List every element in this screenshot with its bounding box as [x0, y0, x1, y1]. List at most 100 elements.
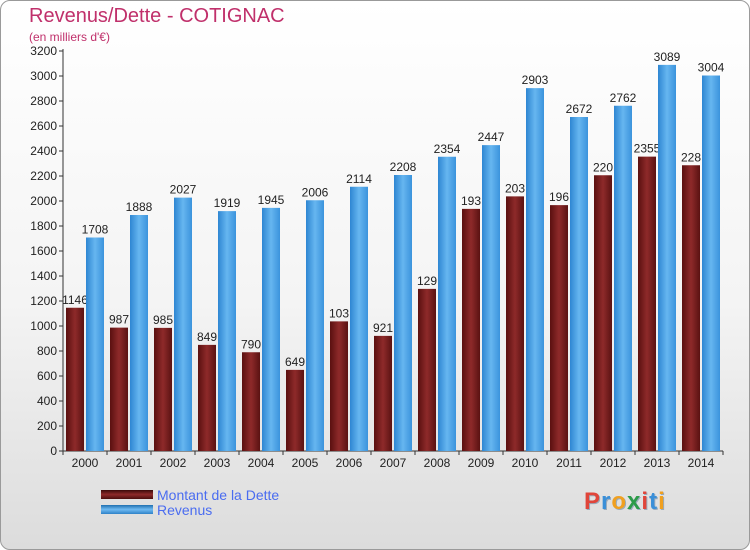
- bar-dette: [374, 335, 392, 451]
- data-label-revenus: 1708: [82, 223, 109, 237]
- bar-revenus: [570, 117, 588, 451]
- x-tick-label: 2011: [556, 456, 582, 470]
- bar-dette: [638, 156, 656, 451]
- data-label-dette: 649: [285, 355, 305, 369]
- data-label-revenus: 2903: [522, 73, 549, 87]
- bar-revenus: [174, 197, 192, 451]
- data-label-dette: 1146: [62, 293, 88, 307]
- bar-revenus: [438, 156, 456, 451]
- x-tick-label: 2008: [424, 456, 451, 470]
- y-tick-label: 400: [37, 394, 57, 408]
- bar-revenus: [702, 75, 720, 451]
- x-tick-label: 2002: [160, 456, 187, 470]
- data-label-revenus: 2114: [346, 172, 372, 186]
- data-label-dette: 921: [373, 321, 393, 335]
- data-label-dette: 196: [549, 190, 569, 204]
- data-label-revenus: 2354: [434, 142, 461, 156]
- data-label-revenus: 1945: [258, 193, 285, 207]
- data-label-dette: 228: [681, 150, 701, 164]
- bar-revenus: [482, 145, 500, 451]
- data-label-revenus: 1888: [126, 200, 153, 214]
- data-label-dette: 849: [197, 330, 217, 344]
- bar-dette: [154, 327, 172, 451]
- data-label-dette: 985: [153, 313, 173, 327]
- bar-dette: [550, 205, 568, 451]
- y-tick-label: 1600: [30, 244, 57, 258]
- bar-dette: [66, 307, 84, 451]
- bar-revenus: [614, 105, 632, 451]
- data-label-revenus: 2672: [566, 102, 593, 116]
- data-label-revenus: 2027: [170, 183, 197, 197]
- data-label-revenus: 2208: [390, 160, 417, 174]
- x-tick-label: 2012: [600, 456, 627, 470]
- legend-swatch-dette: [101, 490, 153, 499]
- x-tick-label: 2009: [468, 456, 495, 470]
- bar-revenus: [658, 64, 676, 451]
- data-label-dette: 220: [593, 160, 613, 174]
- x-tick-label: 2014: [688, 456, 715, 470]
- bar-dette: [506, 196, 524, 451]
- bar-revenus: [262, 207, 280, 451]
- x-tick-label: 2000: [72, 456, 99, 470]
- bar-revenus: [86, 237, 104, 451]
- data-label-revenus: 2762: [610, 91, 637, 105]
- y-tick-label: 3000: [30, 69, 57, 83]
- x-tick-label: 2006: [336, 456, 363, 470]
- x-tick-label: 2004: [248, 456, 275, 470]
- data-label-dette: 193: [461, 194, 481, 208]
- data-label-dette: 129: [417, 274, 437, 288]
- y-tick-label: 1800: [30, 219, 57, 233]
- y-tick-label: 3200: [30, 44, 57, 58]
- y-tick-label: 600: [37, 369, 57, 383]
- bar-dette: [418, 288, 436, 451]
- bar-dette: [110, 327, 128, 451]
- data-label-revenus: 2447: [478, 130, 505, 144]
- data-label-revenus: 1919: [214, 196, 241, 210]
- data-label-dette: 987: [109, 313, 129, 327]
- y-tick-label: 1200: [30, 294, 57, 308]
- bar-revenus: [218, 211, 236, 451]
- bar-revenus: [306, 200, 324, 451]
- bar-dette: [286, 369, 304, 451]
- bar-dette: [242, 352, 260, 451]
- bar-dette: [682, 165, 700, 451]
- y-tick-label: 2000: [30, 194, 57, 208]
- data-label-dette: 203: [505, 181, 525, 195]
- data-label-revenus: 3004: [698, 61, 725, 75]
- x-tick-label: 2003: [204, 456, 231, 470]
- legend-label-revenus: Revenus: [157, 502, 213, 518]
- y-tick-label: 0: [50, 444, 57, 458]
- bar-revenus: [350, 186, 368, 451]
- y-tick-label: 1000: [30, 319, 57, 333]
- y-tick-label: 2400: [30, 144, 57, 158]
- data-label-revenus: 2006: [302, 185, 329, 199]
- y-tick-label: 1400: [30, 269, 57, 283]
- y-tick-label: 800: [37, 344, 57, 358]
- chart-title: Revenus/Dette - COTIGNAC: [29, 5, 285, 27]
- data-label-dette: 790: [241, 337, 261, 351]
- x-tick-label: 2010: [512, 456, 539, 470]
- bar-revenus: [526, 88, 544, 451]
- y-tick-label: 2800: [30, 94, 57, 108]
- legend-label-dette: Montant de la Dette: [157, 487, 280, 503]
- x-tick-label: 2013: [644, 456, 671, 470]
- legend-swatch-revenus: [101, 505, 153, 514]
- bar-dette: [330, 321, 348, 451]
- chart-subtitle: (en milliers d'€): [29, 30, 110, 44]
- data-label-dette: 2355: [634, 142, 661, 156]
- x-tick-label: 2005: [292, 456, 319, 470]
- y-tick-label: 2600: [30, 119, 57, 133]
- bar-revenus: [394, 175, 412, 451]
- bar-revenus: [130, 215, 148, 451]
- x-tick-label: 2007: [380, 456, 407, 470]
- bar-dette: [462, 208, 480, 451]
- y-tick-label: 200: [37, 419, 57, 433]
- y-tick-label: 2200: [30, 169, 57, 183]
- x-tick-label: 2001: [116, 456, 143, 470]
- bar-dette: [594, 175, 612, 451]
- proxiti-logo: Proxiti: [584, 488, 666, 515]
- data-label-dette: 103: [329, 306, 349, 320]
- bar-dette: [198, 344, 216, 451]
